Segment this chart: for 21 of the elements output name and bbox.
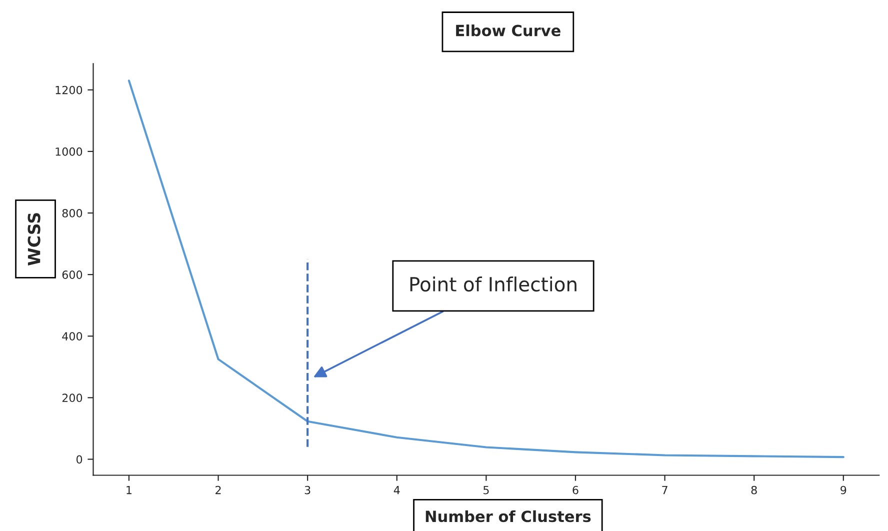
- y-tick-label: 600: [62, 270, 82, 279]
- x-tick-label: 1: [126, 486, 132, 494]
- x-tick-label: 7: [662, 486, 668, 494]
- y-tick-label: 0: [76, 455, 82, 464]
- line-series: [128, 80, 844, 458]
- y-tick-label: 400: [62, 332, 82, 340]
- chart-title: Elbow Curve: [456, 24, 560, 36]
- x-tick-label: 9: [840, 486, 846, 494]
- x-tick-label: 5: [484, 486, 489, 494]
- x-tick-label: 6: [572, 486, 578, 494]
- y-tick-label: 1200: [56, 86, 82, 94]
- x-tick-label: 4: [394, 486, 400, 494]
- y-tick-label: 200: [62, 394, 82, 402]
- x-tick-label: 8: [751, 486, 757, 494]
- x-tick-label: 3: [304, 486, 310, 494]
- annotation: Point of Inflection: [410, 276, 576, 292]
- y-tick-label: 1000: [56, 147, 82, 156]
- x-tick-label: 2: [216, 486, 221, 494]
- y-axis-title: WCSS: [28, 213, 40, 266]
- x-axis-title: Number of Clusters: [426, 510, 591, 522]
- y-tick-label: 800: [62, 208, 82, 218]
